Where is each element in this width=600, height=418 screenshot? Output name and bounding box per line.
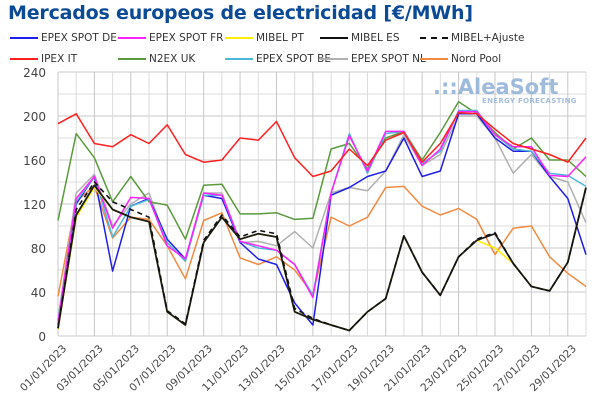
logo-name: AleaSoft [457, 75, 559, 99]
legend-item: MIBEL ES [320, 32, 399, 44]
legend-item: IPEX IT [10, 53, 77, 65]
series-line-epex-spot-de [57, 113, 587, 326]
legend-label: EPEX SPOT NL [351, 53, 426, 65]
legend-swatch [320, 37, 348, 39]
chart-title: Mercados europeos de electricidad [€/MWh… [8, 2, 473, 24]
legend-swatch [420, 58, 448, 60]
y-axis-ticks: 0 40 80 120 160 200 240 [23, 66, 46, 344]
series-line-epex-spot-fr [57, 110, 587, 323]
legend-item: EPEX SPOT NL [320, 53, 426, 65]
aleasoft-logo: .::AleaSoft [433, 75, 558, 99]
legend-swatch [10, 58, 38, 60]
y-tick-label: 200 [23, 110, 46, 124]
y-tick-label: 0 [38, 330, 46, 344]
legend-label: Nord Pool [451, 53, 502, 65]
legend-swatch [420, 37, 448, 39]
series-line-mibel-es [57, 184, 587, 332]
y-tick-label: 80 [31, 242, 46, 256]
series-line-ipex-it [57, 111, 587, 178]
legend-item: Nord Pool [420, 53, 501, 65]
legend-label: EPEX SPOT DE [41, 32, 117, 44]
legend-item: EPEX SPOT FR [118, 32, 223, 44]
legend-swatch [225, 58, 253, 60]
y-tick-label: 160 [23, 154, 46, 168]
y-tick-label: 120 [23, 198, 46, 212]
legend-label: EPEX SPOT FR [149, 32, 224, 44]
legend-label: IPEX IT [41, 53, 78, 65]
legend-item: MIBEL+Ajuste [420, 32, 524, 44]
legend-label: N2EX UK [149, 53, 196, 65]
logo-tagline: ENERGY FORECASTING [482, 97, 577, 105]
legend-label: MIBEL PT [256, 32, 304, 44]
legend-item: EPEX SPOT BE [225, 53, 331, 65]
legend-item: EPEX SPOT DE [10, 32, 117, 44]
legend-label: MIBEL ES [351, 32, 400, 44]
series-line-mibel-ajuste [57, 181, 587, 332]
legend-item: MIBEL PT [225, 32, 304, 44]
grid [57, 71, 587, 337]
legend-swatch [118, 37, 146, 39]
legend-swatch [320, 58, 348, 60]
legend-label: EPEX SPOT BE [256, 53, 331, 65]
y-tick-label: 40 [31, 286, 46, 300]
legend-swatch [225, 37, 253, 39]
legend-item: N2EX UK [118, 53, 195, 65]
legend-label: MIBEL+Ajuste [451, 32, 525, 44]
legend-swatch [10, 37, 38, 39]
legend-swatch [118, 58, 146, 60]
logo-dots-icon: .:: [433, 75, 458, 99]
series-line-epex-spot-nl [57, 115, 587, 320]
series-lines [57, 100, 587, 332]
x-axis-ticks: 01/01/202303/01/202305/01/202307/01/2023… [18, 343, 579, 394]
y-tick-label: 240 [23, 66, 46, 80]
